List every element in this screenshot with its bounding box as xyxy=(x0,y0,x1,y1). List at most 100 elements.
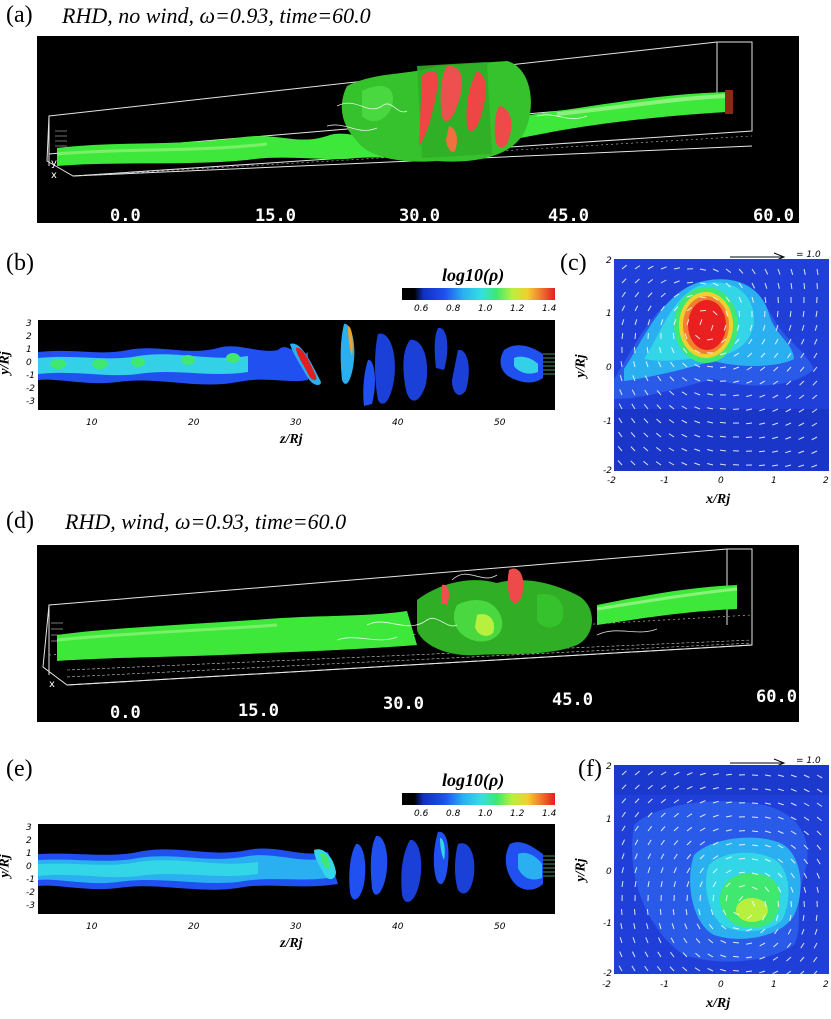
velocity-vector xyxy=(631,389,636,396)
panel-c-xtick-1: -1 xyxy=(660,476,669,486)
velocity-vector xyxy=(619,951,623,958)
velocity-vector xyxy=(630,446,636,452)
velocity-vector xyxy=(647,305,652,312)
velocity-vector xyxy=(751,830,759,833)
velocity-vector xyxy=(803,268,806,276)
velocity-vector xyxy=(694,448,701,452)
panel-c-xtick-3: 1 xyxy=(771,476,777,486)
velocity-vector xyxy=(719,421,727,424)
velocity-vector xyxy=(772,970,779,974)
panel-b-density-slice xyxy=(38,320,555,410)
velocity-vector xyxy=(732,955,740,958)
velocity-vector xyxy=(621,770,627,776)
velocity-vector xyxy=(738,857,746,860)
velocity-vector xyxy=(646,923,649,930)
velocity-vector xyxy=(686,840,692,846)
velocity-vector xyxy=(694,392,701,396)
velocity-vector xyxy=(786,956,792,962)
velocity-vector xyxy=(673,840,679,846)
velocity-vector xyxy=(621,853,625,860)
velocity-vector xyxy=(617,445,623,452)
velocity-vector xyxy=(686,813,693,818)
velocity-vector xyxy=(647,812,653,818)
velocity-vector xyxy=(634,265,641,270)
velocity-vector xyxy=(643,446,649,452)
panel-d-tick-4: 60.0 xyxy=(756,687,797,707)
velocity-vector xyxy=(725,815,732,818)
velocity-vector xyxy=(673,812,680,818)
velocity-vector xyxy=(772,436,779,440)
velocity-vector xyxy=(720,366,727,369)
velocity-vector xyxy=(660,867,664,874)
panel-e-cb-tick-4: 1.4 xyxy=(542,809,557,819)
velocity-vector xyxy=(785,970,792,974)
panel-a-tick-1: 15.0 xyxy=(255,206,296,226)
velocity-vector xyxy=(681,377,688,382)
velocity-vector xyxy=(803,886,807,893)
velocity-vector xyxy=(732,970,740,972)
velocity-vector xyxy=(722,909,727,916)
velocity-vector xyxy=(790,788,797,792)
velocity-vector xyxy=(738,296,742,303)
panel-f-ytick-3: -1 xyxy=(603,919,612,929)
panel-c-xtick-0: -2 xyxy=(607,476,616,486)
velocity-vector xyxy=(738,844,746,846)
velocity-vector xyxy=(815,310,818,317)
velocity-vector xyxy=(657,361,662,368)
panel-e-xtick-4: 50 xyxy=(494,922,506,932)
velocity-vector xyxy=(751,886,758,890)
velocity-vector xyxy=(720,352,727,356)
velocity-vector xyxy=(764,296,767,303)
velocity-vector xyxy=(733,941,740,944)
velocity-vector xyxy=(800,352,805,359)
velocity-vector xyxy=(803,788,810,793)
velocity-vector xyxy=(699,813,706,818)
panel-f-arrow-label: = 1.0 xyxy=(796,756,821,766)
velocity-vector xyxy=(764,268,769,275)
velocity-vector xyxy=(634,867,638,874)
velocity-vector xyxy=(647,319,651,326)
velocity-vector xyxy=(746,408,753,411)
panel-e-cb-tick-3: 1.2 xyxy=(510,809,525,819)
panel-b-xtick-3: 40 xyxy=(392,418,404,428)
panel-e-cb-tick-1: 0.8 xyxy=(446,809,461,819)
velocity-vector xyxy=(733,366,740,370)
velocity-vector xyxy=(745,970,753,973)
velocity-vector xyxy=(759,956,766,960)
velocity-vector xyxy=(694,363,701,368)
velocity-vector xyxy=(644,965,649,972)
velocity-vector xyxy=(707,421,714,424)
velocity-vector xyxy=(760,928,766,934)
velocity-vector xyxy=(760,352,766,358)
velocity-vector xyxy=(707,379,714,382)
velocity-vector xyxy=(686,307,693,312)
velocity-vector xyxy=(738,895,744,902)
velocity-vector xyxy=(748,338,753,345)
velocity-vector xyxy=(812,380,818,386)
velocity-vector xyxy=(725,773,732,776)
svg-text:x: x xyxy=(51,170,57,181)
velocity-vector xyxy=(814,338,818,345)
velocity-vector xyxy=(813,942,818,949)
velocity-vector xyxy=(671,347,675,354)
velocity-vector xyxy=(816,268,819,275)
velocity-vector xyxy=(634,319,638,326)
velocity-vector xyxy=(619,375,623,382)
velocity-vector xyxy=(798,450,805,454)
velocity-vector xyxy=(751,872,758,875)
velocity-vector xyxy=(789,914,792,921)
velocity-vector xyxy=(707,365,714,368)
velocity-vector xyxy=(644,375,649,382)
velocity-vector xyxy=(725,787,732,790)
velocity-vector xyxy=(656,418,662,424)
velocity-vector xyxy=(787,338,792,345)
velocity-vector xyxy=(699,309,707,312)
velocity-vector xyxy=(802,914,805,921)
velocity-vector xyxy=(634,853,638,860)
velocity-vector xyxy=(786,366,792,372)
velocity-vector xyxy=(733,352,740,357)
velocity-vector xyxy=(682,362,688,368)
panel-e-xtick-1: 20 xyxy=(188,922,200,932)
velocity-vector xyxy=(694,462,701,466)
velocity-vector xyxy=(712,296,719,301)
